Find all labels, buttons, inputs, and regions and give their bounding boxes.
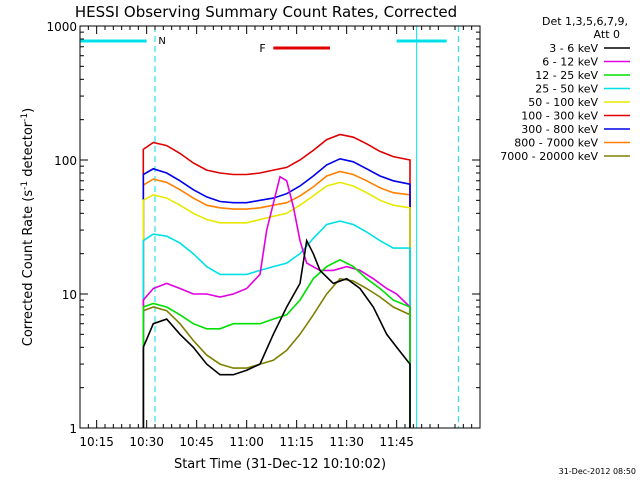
legend-label-5: 100 - 300 keV	[521, 110, 598, 123]
series-line-7	[142, 170, 411, 428]
y-axis-label: Corrected Count Rate (s-1 detector-1)	[20, 108, 36, 346]
x-tick-label: 11:30	[329, 435, 364, 449]
series-line-1	[142, 175, 411, 428]
y-tick-label: 1	[69, 422, 77, 436]
series-line-3	[142, 220, 411, 428]
legend-header-line2: Att 0	[594, 28, 620, 41]
y-axis: 1 10 100 1000	[46, 20, 480, 436]
flare-label: F	[259, 42, 265, 55]
x-axis-label: Start Time (31-Dec-12 10:10:02)	[174, 457, 386, 472]
x-tick-label: 11:15	[279, 435, 314, 449]
x-tick-label: 11:45	[379, 435, 414, 449]
legend-label-7: 800 - 7000 keV	[514, 137, 598, 150]
series-line-5	[142, 133, 411, 428]
x-axis: 10:15 10:30 10:45 11:00 11:15 11:30 11:45	[79, 26, 481, 449]
series-line-8	[142, 277, 411, 428]
series-line-4	[142, 181, 411, 428]
x-tick-label: 10:15	[79, 435, 114, 449]
y-tick-label: 100	[54, 154, 77, 168]
legend-label-6: 300 - 800 keV	[521, 123, 598, 136]
plot-frame	[79, 25, 481, 429]
legend-label-0: 3 - 6 keV	[549, 42, 598, 55]
plot-data: NF	[79, 26, 459, 428]
legend-header-line1: Det 1,3,5,6,7,9,	[542, 15, 628, 28]
night-label: N	[158, 36, 165, 47]
legend-label-3: 25 - 50 keV	[535, 83, 598, 96]
legend-label-1: 6 - 12 keV	[542, 56, 598, 69]
y-tick-label: 10	[62, 288, 77, 302]
y-tick-label: 1000	[46, 20, 77, 34]
series-line-2	[142, 258, 411, 428]
legend-label-8: 7000 - 20000 keV	[500, 150, 598, 163]
timestamp: 31-Dec-2012 08:50	[559, 467, 636, 476]
x-tick-label: 11:00	[229, 435, 264, 449]
series-line-0	[142, 238, 411, 428]
series-line-6	[142, 157, 411, 428]
legend-label-2: 12 - 25 keV	[535, 69, 598, 82]
chart-title: HESSI Observing Summary Count Rates, Cor…	[75, 3, 457, 21]
legend-label-4: 50 - 100 keV	[528, 96, 598, 109]
x-tick-label: 10:45	[179, 435, 214, 449]
x-tick-label: 10:30	[129, 435, 164, 449]
